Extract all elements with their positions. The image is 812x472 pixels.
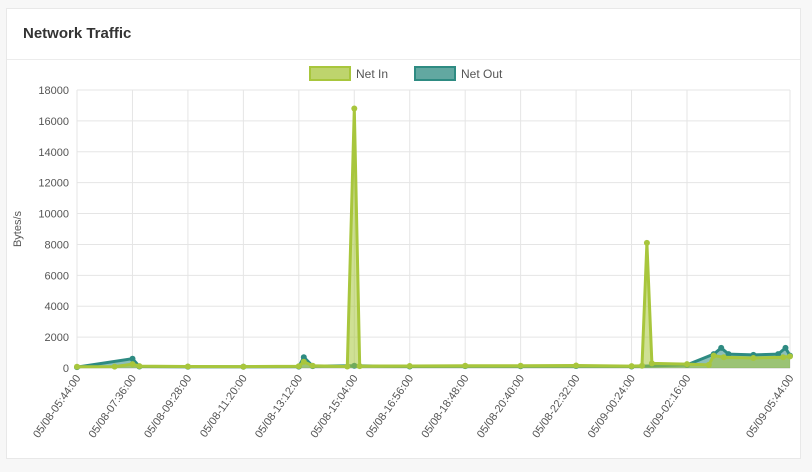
- data-point: [356, 363, 363, 370]
- y-tick-label: 12000: [38, 178, 69, 190]
- y-tick-label: 2000: [45, 332, 69, 344]
- data-point: [725, 351, 732, 358]
- data-point: [517, 362, 524, 369]
- x-tick-label: 05/09-05:44:00: [744, 373, 796, 441]
- data-point: [718, 344, 725, 351]
- data-point: [643, 239, 650, 246]
- x-tick-label: 05/08-11:20:00: [198, 373, 250, 440]
- legend-label: Net In: [356, 67, 388, 81]
- x-tick-label: 05/08-09:28:00: [142, 373, 194, 441]
- x-tick-label: 05/09-02:16:00: [641, 373, 693, 441]
- data-point: [648, 360, 655, 367]
- x-tick-label: 05/09-00:24:00: [586, 373, 638, 441]
- data-point: [295, 363, 302, 370]
- data-point: [129, 361, 136, 368]
- data-point: [309, 362, 316, 369]
- data-point: [111, 363, 118, 370]
- x-tick-label: 05/08-15:04:00: [308, 373, 360, 441]
- y-tick-label: 10000: [38, 209, 69, 221]
- x-tick-label: 05/08-18:48:00: [419, 373, 471, 441]
- data-point: [573, 362, 580, 369]
- data-point: [74, 363, 80, 370]
- data-point: [300, 358, 307, 365]
- data-point: [129, 355, 136, 362]
- data-point: [184, 363, 191, 370]
- network-traffic-panel: Network Traffic: [6, 8, 801, 459]
- y-tick-label: 14000: [38, 147, 69, 159]
- x-tick-label: 05/08-07:36:00: [87, 373, 139, 441]
- x-tick-label: 05/08-13:12:00: [253, 373, 305, 441]
- data-point: [782, 344, 789, 351]
- data-point: [136, 363, 143, 370]
- data-point: [351, 105, 358, 112]
- data-point: [750, 355, 757, 361]
- data-point: [462, 362, 469, 369]
- legend-label: Net Out: [461, 67, 503, 81]
- x-tick-label: 05/08-05:44:00: [31, 373, 83, 441]
- data-point: [639, 362, 645, 369]
- legend-swatch: [414, 66, 456, 81]
- x-tick-label: 05/08-16:56:00: [364, 373, 416, 441]
- data-point: [240, 363, 247, 370]
- series-line-net-in: [76, 107, 791, 369]
- data-point: [787, 353, 793, 360]
- data-point: [344, 363, 351, 370]
- data-point: [775, 351, 782, 358]
- y-tick-label: 8000: [45, 239, 69, 251]
- x-tick-label: 05/08-20:40:00: [475, 373, 527, 441]
- x-tick-label: 05/08-22:32:00: [530, 373, 582, 441]
- y-tick-label: 0: [63, 363, 69, 375]
- y-axis-title: Bytes/s: [12, 210, 24, 247]
- panel-title: Network Traffic: [23, 25, 132, 42]
- data-point: [705, 361, 712, 368]
- data-point: [406, 363, 413, 369]
- panel-header: Network Traffic: [7, 9, 800, 60]
- data-point: [300, 354, 307, 361]
- y-tick-label: 18000: [38, 85, 69, 97]
- data-point: [628, 363, 635, 370]
- legend-swatch: [309, 66, 351, 81]
- data-point: [710, 352, 717, 359]
- data-point: [684, 361, 690, 368]
- data-point: [720, 354, 727, 361]
- y-tick-label: 6000: [45, 270, 69, 282]
- y-tick-label: 16000: [38, 116, 69, 128]
- series-area-net-in: [77, 108, 790, 368]
- data-point: [780, 354, 787, 361]
- y-tick-label: 4000: [45, 301, 69, 313]
